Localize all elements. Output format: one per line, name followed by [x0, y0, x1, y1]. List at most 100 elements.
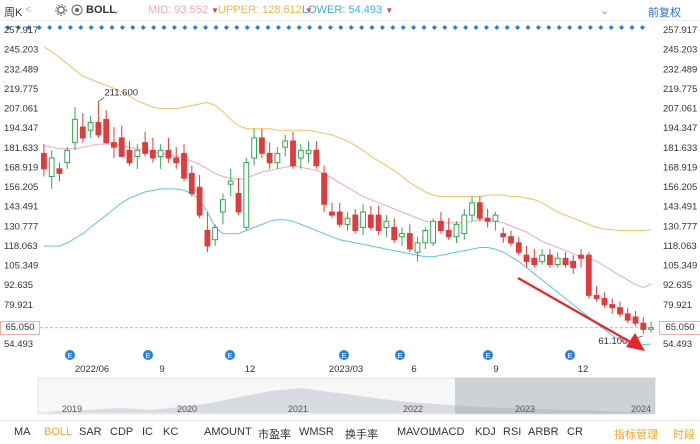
- candle[interactable]: [95, 101, 102, 138]
- indicator-manage-button[interactable]: 指标管理: [614, 429, 658, 441]
- candle[interactable]: [72, 107, 78, 151]
- candle[interactable]: [360, 204, 367, 236]
- candle[interactable]: [251, 128, 257, 166]
- candle[interactable]: [259, 128, 265, 158]
- candle[interactable]: [297, 144, 304, 169]
- candle[interactable]: [406, 224, 413, 253]
- candle[interactable]: [461, 208, 468, 240]
- candle[interactable]: [367, 205, 374, 231]
- candle[interactable]: [329, 202, 335, 219]
- tab-amount[interactable]: AMOUNT: [204, 426, 252, 438]
- candle[interactable]: [173, 147, 180, 169]
- tab-sar[interactable]: SAR: [79, 426, 102, 438]
- candle[interactable]: [150, 137, 156, 163]
- candle[interactable]: [617, 301, 623, 317]
- tab-macd[interactable]: MACD: [432, 426, 465, 438]
- event-e-icon[interactable]: E: [225, 350, 235, 360]
- toggle-eye-icon[interactable]: [70, 3, 84, 17]
- candle[interactable]: [134, 144, 141, 169]
- candle[interactable]: [391, 218, 398, 243]
- candle[interactable]: [515, 236, 522, 256]
- candle[interactable]: [157, 144, 164, 169]
- candle[interactable]: [492, 212, 499, 231]
- chevron-down-icon[interactable]: ⌄: [600, 5, 610, 17]
- candle[interactable]: [165, 137, 172, 163]
- tab-boll[interactable]: BOLL: [44, 426, 73, 438]
- candle[interactable]: [640, 316, 647, 334]
- candle[interactable]: [274, 147, 281, 169]
- candle[interactable]: [266, 142, 273, 169]
- candle[interactable]: [290, 131, 296, 169]
- candle[interactable]: [453, 221, 460, 243]
- candle[interactable]: [570, 255, 577, 274]
- candle[interactable]: [212, 224, 218, 246]
- candle[interactable]: [445, 218, 452, 240]
- candle[interactable]: [469, 196, 475, 222]
- candle[interactable]: [126, 141, 133, 166]
- candle[interactable]: [56, 162, 63, 182]
- candle[interactable]: [624, 307, 631, 324]
- candle[interactable]: [321, 165, 328, 213]
- candle[interactable]: [648, 321, 655, 333]
- tab-kc[interactable]: KC: [163, 426, 179, 438]
- candle[interactable]: [118, 125, 125, 157]
- candle[interactable]: [336, 202, 343, 228]
- time-navigator[interactable]: 2019 2020 2021 2022 2023 2024: [0, 377, 700, 417]
- candle[interactable]: [430, 218, 437, 246]
- candle[interactable]: [111, 127, 117, 158]
- tab-市盈率[interactable]: 市盈率: [258, 429, 291, 441]
- candle[interactable]: [48, 150, 55, 189]
- tab-cr[interactable]: CR: [567, 426, 583, 438]
- candle[interactable]: [484, 208, 491, 228]
- candle[interactable]: [305, 141, 312, 163]
- candle[interactable]: [235, 178, 242, 216]
- event-e-icon[interactable]: E: [395, 350, 405, 360]
- event-e-icon[interactable]: E: [65, 350, 75, 360]
- candle[interactable]: [539, 249, 546, 265]
- candle[interactable]: [399, 227, 405, 246]
- candle[interactable]: [476, 196, 483, 222]
- tab-mavol[interactable]: MAVOL: [397, 426, 435, 438]
- event-e-icon[interactable]: E: [483, 350, 493, 360]
- navigator-window-handle[interactable]: [455, 378, 655, 414]
- period-selector[interactable]: 周K: [4, 7, 23, 19]
- tab-换手率[interactable]: 换手率: [345, 429, 378, 441]
- candle[interactable]: [554, 252, 561, 268]
- candle[interactable]: [562, 252, 569, 268]
- candle[interactable]: [578, 249, 584, 268]
- candle[interactable]: [414, 236, 421, 262]
- chevron-down-icon[interactable]: ⌄: [111, 5, 121, 17]
- timeshare-button[interactable]: 时段: [673, 429, 695, 441]
- candle[interactable]: [282, 134, 289, 157]
- candle[interactable]: [547, 249, 553, 268]
- candle[interactable]: [593, 286, 600, 302]
- tab-rsi[interactable]: RSI: [503, 426, 522, 438]
- adjust-mode-button[interactable]: 前复权: [648, 7, 681, 19]
- tab-arbr[interactable]: ARBR: [528, 426, 559, 438]
- tab-ic[interactable]: IC: [142, 426, 153, 438]
- tab-ma[interactable]: MA: [14, 426, 31, 438]
- candle[interactable]: [344, 212, 351, 231]
- candle[interactable]: [196, 174, 203, 219]
- event-e-icon[interactable]: E: [565, 350, 575, 360]
- candle[interactable]: [313, 141, 320, 169]
- indicator-name[interactable]: BOLL: [86, 4, 116, 16]
- candle[interactable]: [87, 116, 94, 138]
- candle[interactable]: [227, 168, 234, 197]
- candle[interactable]: [103, 110, 110, 145]
- candle[interactable]: [632, 310, 639, 327]
- candle[interactable]: [220, 193, 226, 225]
- candle[interactable]: [243, 157, 250, 231]
- tab-cdp[interactable]: CDP: [110, 426, 134, 438]
- candle[interactable]: [585, 252, 592, 299]
- candle[interactable]: [422, 227, 429, 250]
- tab-kdj[interactable]: KDJ: [475, 426, 496, 438]
- candle[interactable]: [383, 215, 390, 237]
- event-e-icon[interactable]: E: [143, 350, 153, 360]
- candlestick-chart[interactable]: 257.917 257.917 245.203 245.203 232.489 232.4…: [0, 20, 700, 377]
- candle[interactable]: [79, 113, 86, 143]
- candle[interactable]: [375, 205, 382, 236]
- candle[interactable]: [609, 298, 616, 314]
- chevron-left-icon[interactable]: <: [25, 4, 32, 16]
- settings-gear-icon[interactable]: [54, 3, 68, 17]
